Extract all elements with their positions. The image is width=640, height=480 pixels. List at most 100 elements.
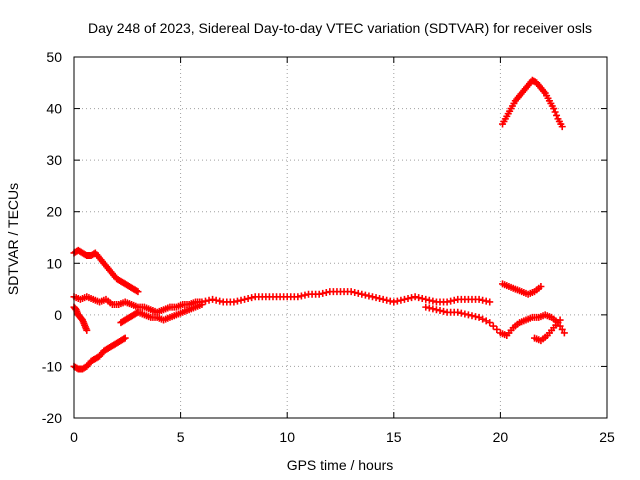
data-point: [457, 309, 465, 317]
data-points: [70, 76, 568, 373]
data-point: [358, 290, 366, 298]
data-point: [408, 294, 416, 302]
series-upper-left: [70, 246, 142, 296]
data-point: [83, 326, 91, 334]
data-point: [440, 307, 448, 315]
data-point: [550, 105, 558, 113]
data-point: [475, 313, 483, 321]
data-point: [464, 311, 472, 319]
x-tick-label: 15: [386, 429, 402, 445]
grid: [74, 57, 607, 418]
y-tick-label: 50: [46, 49, 62, 65]
y-tick-label: 0: [54, 307, 62, 323]
y-tick-label: -20: [42, 410, 62, 426]
y-tick-label: 20: [46, 204, 62, 220]
data-point: [553, 111, 561, 119]
data-point: [315, 290, 323, 298]
data-point: [397, 296, 405, 304]
series-lower-band: [134, 301, 206, 324]
data-point: [372, 294, 380, 302]
data-point: [365, 292, 373, 300]
series-left-recover: [117, 308, 142, 327]
data-point: [390, 298, 398, 306]
data-point: [443, 298, 451, 306]
data-point: [411, 293, 419, 301]
data-point: [461, 310, 469, 318]
data-point: [322, 289, 330, 297]
data-point: [294, 293, 302, 301]
y-axis-label: SDTVAR / TECUs: [5, 183, 21, 295]
data-point: [201, 297, 209, 305]
data-point: [198, 301, 206, 309]
data-point: [400, 295, 408, 303]
data-point: [244, 295, 252, 303]
data-point: [212, 296, 220, 304]
data-point: [121, 334, 129, 342]
data-point: [319, 289, 327, 297]
data-point: [422, 295, 430, 303]
data-point: [475, 295, 483, 303]
data-point: [482, 317, 490, 325]
data-point: [120, 335, 128, 343]
data-point: [368, 293, 376, 301]
series-left-drop: [70, 303, 91, 334]
data-point: [556, 316, 564, 324]
data-point: [383, 296, 391, 304]
data-point: [216, 297, 224, 305]
data-point: [468, 312, 476, 320]
data-point: [432, 306, 440, 314]
data-point: [425, 304, 433, 312]
y-tick-label: 40: [46, 101, 62, 117]
series-right-lower: [531, 316, 564, 345]
data-point: [248, 294, 256, 302]
series-right-band: [422, 303, 568, 339]
data-point: [429, 305, 437, 313]
data-point: [351, 289, 359, 297]
data-point: [237, 296, 245, 304]
plot-frame: [73, 56, 608, 419]
series-lower-left: [70, 334, 129, 373]
data-point: [429, 297, 437, 305]
chart-title: Day 248 of 2023, Sidereal Day-to-day VTE…: [88, 20, 592, 36]
x-tick-label: 0: [70, 429, 78, 445]
data-point: [209, 295, 217, 303]
data-point: [472, 313, 480, 321]
data-point: [537, 282, 545, 290]
data-point: [486, 319, 494, 327]
data-point: [415, 294, 423, 302]
y-tick-label: -10: [42, 358, 62, 374]
x-tick-label: 5: [177, 429, 185, 445]
data-point: [493, 325, 501, 333]
x-tick-label: 20: [493, 429, 509, 445]
data-point: [393, 297, 401, 305]
data-point: [551, 108, 559, 116]
data-point: [241, 295, 249, 303]
data-point: [347, 288, 355, 296]
data-point: [560, 329, 568, 337]
data-point: [425, 296, 433, 304]
data-point: [361, 291, 369, 299]
data-point: [301, 291, 309, 299]
data-point: [558, 123, 566, 131]
data-point: [205, 296, 213, 304]
y-tick-label: 10: [46, 255, 62, 271]
data-point: [436, 307, 444, 315]
data-point: [404, 295, 412, 303]
data-point: [422, 303, 430, 311]
data-point: [418, 295, 426, 303]
data-point: [479, 296, 487, 304]
data-point: [479, 315, 487, 323]
data-point: [447, 297, 455, 305]
data-point: [297, 292, 305, 300]
data-point: [133, 287, 141, 295]
x-tick-label: 25: [599, 429, 615, 445]
data-point: [354, 289, 362, 297]
data-point: [489, 322, 497, 330]
data-point: [450, 296, 458, 304]
x-tick-label: 10: [279, 429, 295, 445]
data-point: [482, 297, 490, 305]
data-point: [486, 298, 494, 306]
data-point: [230, 298, 238, 306]
data-point: [134, 288, 142, 296]
